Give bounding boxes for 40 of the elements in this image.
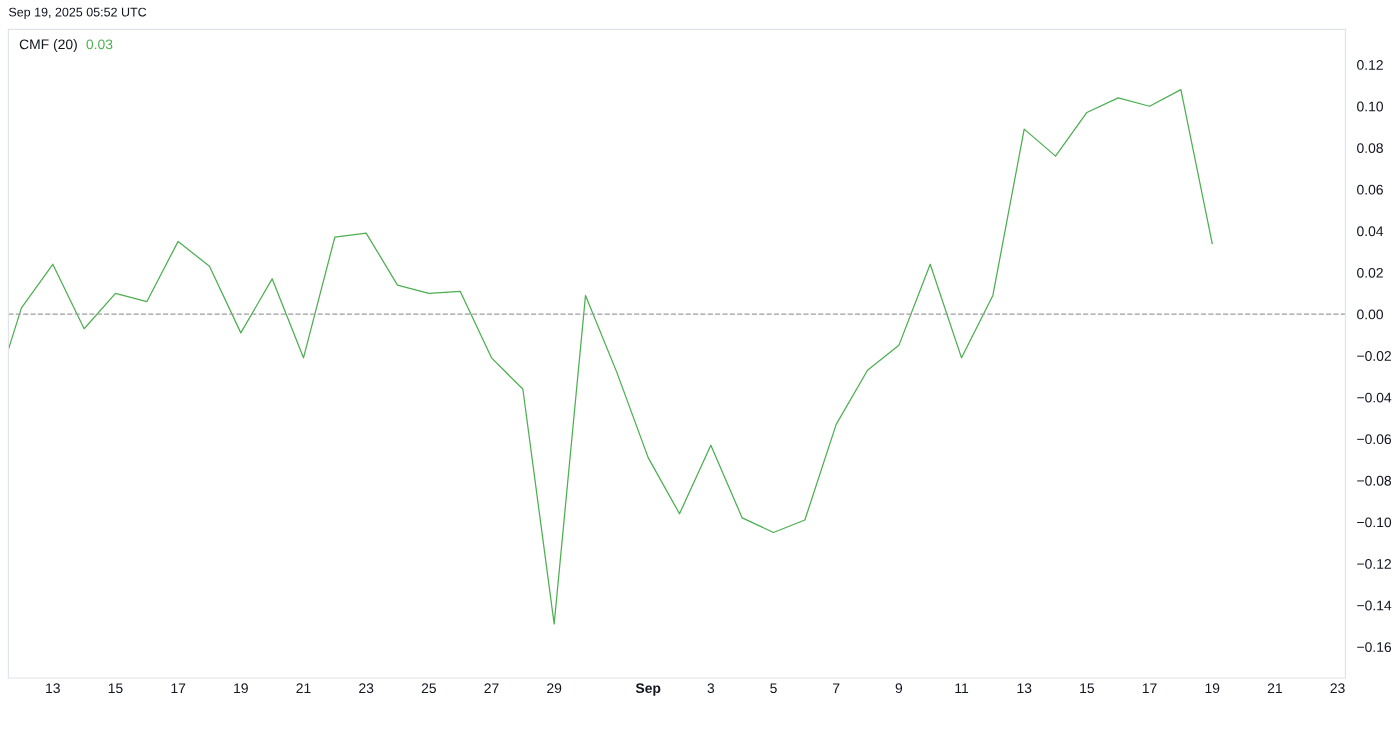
x-tick-label: 23 <box>359 683 374 694</box>
x-tick-label: 15 <box>1080 683 1095 694</box>
y-tick-label: −0.08 <box>1357 475 1392 486</box>
y-tick-label: 0.02 <box>1357 267 1383 278</box>
x-tick-label: 15 <box>108 683 123 694</box>
x-tick-label: 13 <box>46 683 60 694</box>
y-tick-label: 0.08 <box>1357 143 1383 153</box>
text: Sep 19, 2025 05:52 UTC <box>8 7 147 19</box>
x-tick-label: 19 <box>1205 683 1220 694</box>
y-tick-label: −0.06 <box>1357 434 1392 445</box>
x-tick-label: 11 <box>955 683 969 693</box>
y-tick-label: −0.14 <box>1357 600 1392 611</box>
x-tick-label: 13 <box>1017 683 1032 694</box>
text: CMF (20) <box>19 39 77 52</box>
y-tick-label: −0.12 <box>1357 559 1391 569</box>
x-tick-label: 5 <box>770 683 777 694</box>
y-tick-label: −0.16 <box>1357 642 1392 653</box>
x-tick-label: 29 <box>547 683 562 694</box>
x-tick-label: 23 <box>1330 683 1345 694</box>
y-tick-label: −0.10 <box>1357 517 1392 528</box>
x-tick-label: 17 <box>1142 683 1157 693</box>
y-tick-label: −0.02 <box>1357 351 1391 361</box>
x-tick-label: 21 <box>296 683 311 693</box>
x-tick-label: 7 <box>833 683 840 693</box>
y-tick-label: 0.04 <box>1357 226 1384 237</box>
x-tick-label: 17 <box>171 683 186 693</box>
x-tick-label: 3 <box>707 683 715 694</box>
y-tick-label: 0.10 <box>1357 101 1383 112</box>
x-tick-label: 21 <box>1267 683 1282 693</box>
y-tick-label: 0.06 <box>1357 184 1383 195</box>
x-tick-label: 19 <box>234 683 248 694</box>
text: 0.03 <box>86 39 113 50</box>
x-tick-label: Sep <box>635 683 661 696</box>
line-series <box>8 88 1213 625</box>
y-tick-label: 0.12 <box>1357 60 1383 70</box>
x-tick-label: 9 <box>895 683 903 694</box>
y-tick-label: −0.04 <box>1357 392 1392 403</box>
x-tick-label: 27 <box>484 683 499 693</box>
x-tick-label: 25 <box>421 683 436 694</box>
y-tick-label: 0.00 <box>1357 309 1383 320</box>
